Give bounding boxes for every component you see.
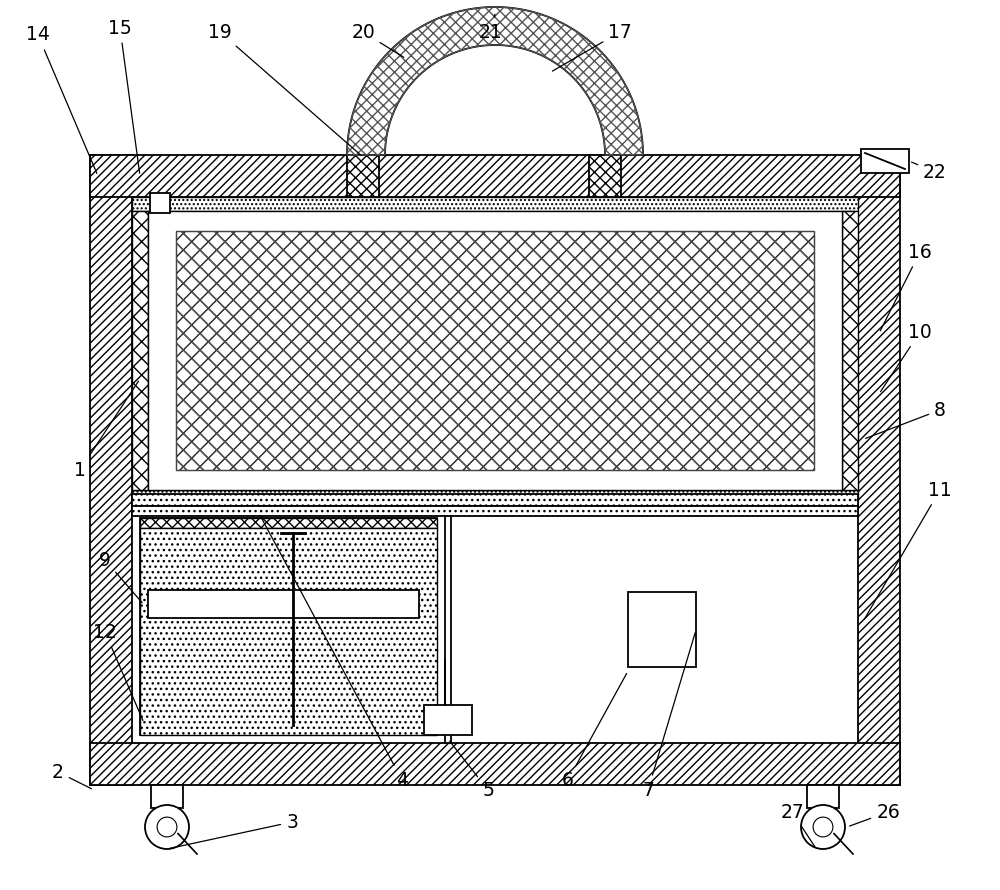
Circle shape	[157, 817, 177, 837]
Text: 2: 2	[52, 763, 92, 789]
Text: 9: 9	[99, 551, 142, 603]
Text: 8: 8	[866, 400, 946, 439]
Text: 1: 1	[74, 381, 138, 480]
Bar	[132, 197, 858, 211]
Text: 7: 7	[642, 633, 695, 799]
Bar	[140, 518, 437, 528]
Text: 6: 6	[562, 674, 627, 789]
Bar	[148, 211, 842, 490]
Text: 20: 20	[351, 22, 404, 57]
Polygon shape	[347, 7, 643, 155]
Bar	[176, 231, 814, 470]
Bar	[90, 155, 132, 785]
Bar	[842, 211, 858, 490]
Bar	[132, 490, 858, 500]
Bar	[151, 785, 183, 808]
Circle shape	[801, 805, 845, 849]
Text: 3: 3	[170, 813, 298, 848]
Bar	[90, 155, 900, 197]
Text: 27: 27	[780, 803, 815, 846]
Text: 22: 22	[912, 162, 947, 182]
Bar	[807, 785, 839, 808]
Bar	[132, 494, 858, 506]
Text: 16: 16	[880, 242, 932, 331]
Text: 17: 17	[552, 22, 632, 71]
Text: 19: 19	[208, 22, 361, 155]
Bar	[628, 592, 696, 667]
Text: 5: 5	[450, 741, 494, 799]
Bar	[424, 705, 472, 735]
Text: 15: 15	[108, 19, 140, 174]
Bar	[90, 743, 900, 785]
Circle shape	[145, 805, 189, 849]
Text: 21: 21	[478, 14, 502, 42]
Text: 14: 14	[26, 26, 97, 174]
Text: 26: 26	[850, 803, 900, 826]
Text: 11: 11	[864, 481, 952, 619]
Circle shape	[813, 817, 833, 837]
Bar	[132, 211, 148, 490]
Bar	[132, 506, 858, 516]
Bar	[858, 155, 900, 785]
Bar	[176, 231, 814, 470]
Bar	[140, 528, 437, 735]
Bar	[861, 149, 909, 173]
Text: 10: 10	[881, 322, 932, 392]
Bar	[150, 193, 170, 213]
Text: 4: 4	[260, 515, 408, 789]
Bar	[140, 518, 437, 735]
Bar	[589, 155, 621, 197]
Text: 12: 12	[93, 622, 143, 720]
Bar	[148, 590, 419, 618]
Bar	[347, 155, 379, 197]
